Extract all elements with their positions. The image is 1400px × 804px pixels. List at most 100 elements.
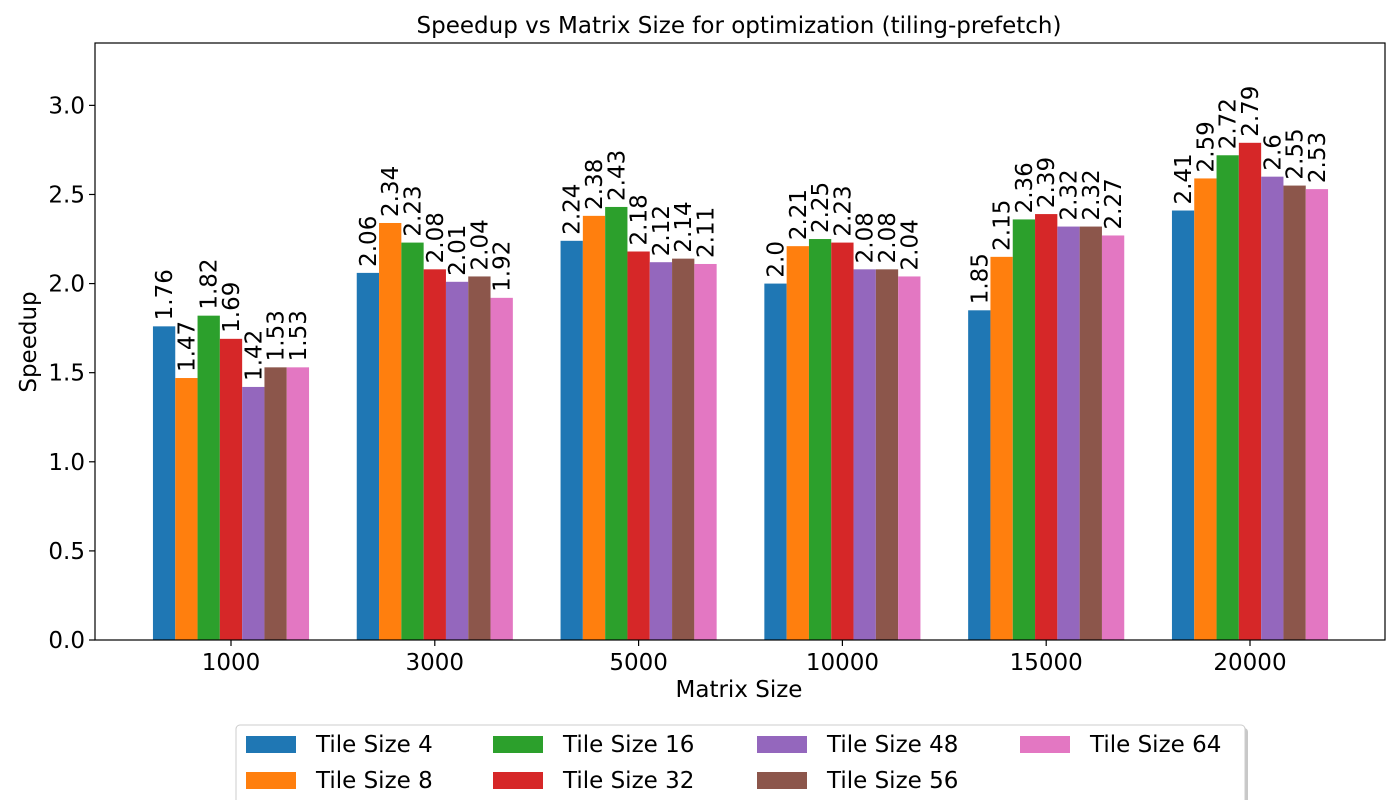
data-label: 2.36: [1012, 162, 1038, 213]
bar: [401, 242, 424, 640]
legend-swatch: [757, 736, 807, 753]
legend-swatch: [246, 736, 296, 753]
data-label: 2.08: [423, 212, 449, 263]
data-label: 1.92: [490, 241, 516, 292]
data-label: 2.15: [990, 200, 1016, 251]
bar: [560, 240, 583, 640]
y-tick-label: 1.0: [48, 450, 85, 476]
data-labels-layer: 1.762.062.242.0 1.852.411.472.34 2.382.21 2…: [152, 86, 1331, 381]
legend-label: Tile Size 8: [315, 768, 433, 794]
bar: [242, 386, 265, 640]
legend: Tile Size 4 Tile Size 8 Tile Size 16 Tile S…: [235, 724, 1248, 804]
legend-label: Tile Size 56: [826, 768, 958, 794]
y-tick-label: 0.5: [48, 539, 85, 565]
y-tick-label: 2.0: [48, 272, 85, 298]
bar: [1079, 226, 1102, 640]
bar: [356, 272, 380, 640]
data-label: 2.79: [1238, 86, 1264, 137]
data-label: 1.53: [264, 310, 290, 361]
legend-swatch: [246, 772, 296, 789]
y-axis-label: Speedup: [16, 291, 42, 392]
data-label: 2.43: [604, 150, 630, 201]
x-tick-label: 15000: [1010, 650, 1083, 676]
data-label: 2.23: [830, 185, 856, 236]
bar: [197, 315, 220, 640]
data-label: 2.23: [401, 185, 427, 236]
bar: [152, 326, 176, 640]
bar: [582, 215, 606, 641]
data-label: 1.53: [286, 310, 312, 361]
bar: [694, 263, 717, 640]
bar: [1012, 219, 1036, 640]
bar: [831, 242, 854, 640]
bar: [1261, 176, 1284, 640]
bar: [1238, 142, 1262, 641]
chart-title: Speedup vs Matrix Size for optimization …: [417, 13, 1062, 39]
bar: [286, 367, 310, 640]
bar: [264, 367, 287, 640]
bar: [627, 251, 650, 640]
bar: [1283, 185, 1306, 640]
bar: [672, 258, 695, 640]
data-label: 2.55: [1283, 128, 1309, 179]
bar: [898, 276, 921, 640]
data-label: 2.39: [1034, 157, 1060, 208]
x-tick-label: 3000: [406, 650, 465, 676]
bar: [379, 222, 402, 641]
axes-layer: 0.0 0.5 1.0 1.5 2.0 2.5 3.0 1000 3000 5000 10000 15…: [48, 42, 1386, 676]
bar: [1216, 155, 1239, 640]
x-tick-label: 10000: [806, 650, 879, 676]
data-label: 2.59: [1193, 121, 1219, 172]
legend-swatch: [493, 736, 543, 753]
x-tick-label: 1000: [202, 650, 261, 676]
data-label: 2.72: [1216, 98, 1242, 149]
bar: [1305, 189, 1329, 640]
legend-label: Tile Size 64: [1089, 732, 1221, 758]
data-label: 2.08: [875, 212, 901, 263]
data-label: 1.42: [241, 330, 267, 381]
data-label: 2.14: [671, 201, 697, 252]
bar: [968, 310, 991, 640]
legend-swatch: [493, 772, 543, 789]
data-label: 2.34: [378, 166, 404, 217]
bar: [1194, 178, 1217, 640]
data-label: 1.69: [219, 282, 245, 333]
x-tick-label: 20000: [1213, 650, 1286, 676]
data-label: 2.18: [627, 194, 653, 245]
bar: [1057, 226, 1080, 640]
data-label: 1.76: [152, 269, 178, 320]
data-label: 2.08: [853, 212, 879, 263]
data-label: 2.0: [764, 241, 790, 278]
bar: [1171, 210, 1195, 640]
data-label: 2.11: [694, 207, 720, 258]
bar: [1035, 214, 1058, 640]
data-label: 2.27: [1101, 178, 1127, 229]
bar: [219, 338, 243, 640]
bar: [175, 378, 198, 640]
bar: [445, 281, 469, 640]
data-label: 1.85: [967, 253, 993, 304]
legend-swatch: [757, 772, 807, 789]
data-label: 2.04: [467, 219, 493, 270]
bars-layer: [152, 142, 1329, 641]
data-label: 2.6: [1260, 134, 1286, 171]
legend-label: Tile Size 48: [826, 732, 958, 758]
y-tick-label: 1.5: [48, 361, 85, 387]
y-tick-label: 2.5: [48, 182, 85, 208]
y-tick-label: 3.0: [48, 93, 85, 119]
bar: [786, 246, 809, 640]
data-label: 2.06: [356, 216, 382, 267]
legend-label: Tile Size 16: [562, 732, 694, 758]
bar: [468, 276, 491, 640]
bar: [853, 269, 876, 640]
bar: [990, 256, 1013, 640]
bar: [605, 206, 628, 640]
bar: [1101, 235, 1125, 640]
x-tick-label: 5000: [609, 650, 668, 676]
data-label: 2.32: [1057, 169, 1083, 220]
bar: [423, 269, 446, 640]
data-label: 2.32: [1079, 169, 1105, 220]
data-label: 2.01: [445, 225, 471, 276]
